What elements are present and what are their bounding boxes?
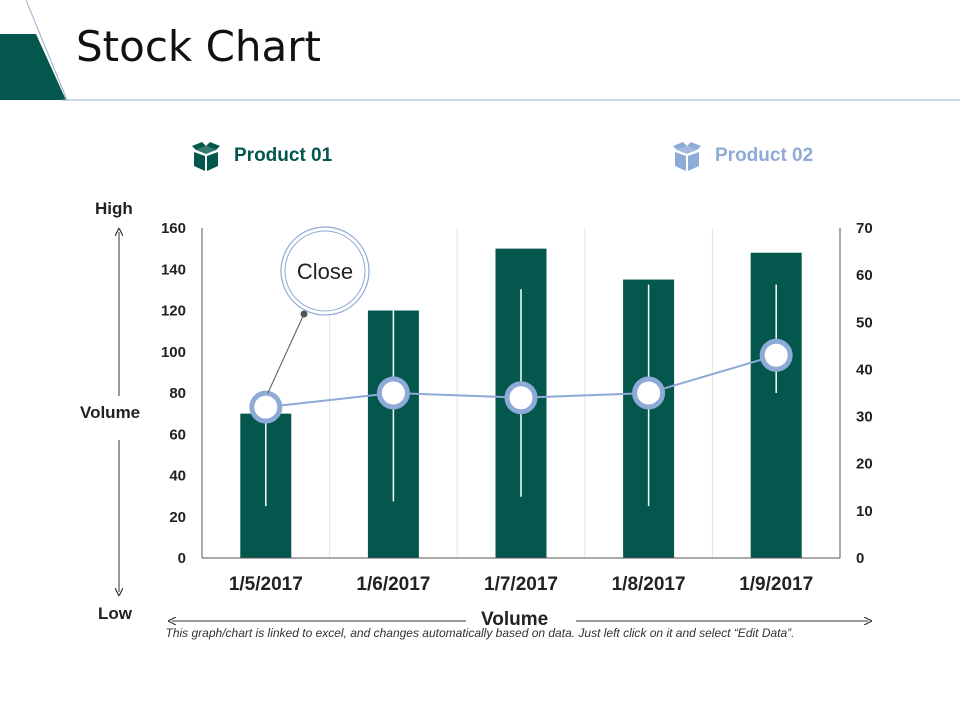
legend-product-02: Product 02	[671, 140, 813, 172]
y-right-tick-label: 20	[856, 456, 873, 473]
callout-bubble	[284, 230, 366, 312]
y-right-tick-label: 60	[856, 267, 873, 284]
close-point	[249, 390, 283, 424]
y-left-tick-label: 60	[169, 426, 186, 443]
callout-leader	[267, 313, 305, 394]
callout-label: Close	[297, 259, 353, 284]
y-right-tick-label: 10	[856, 503, 873, 520]
close-point	[504, 381, 538, 415]
header-diagonal-line	[25, 0, 68, 101]
y-left-tick-label: 80	[169, 385, 186, 402]
y-left-tick-label: 120	[161, 303, 186, 320]
left-volume-label: Volume	[80, 401, 141, 425]
y-left-tick-label: 140	[161, 261, 186, 278]
y-left-tick-label: 40	[169, 468, 186, 485]
y-left-tick-label: 100	[161, 344, 186, 361]
page-title: Stock Chart	[76, 22, 322, 71]
legend-label-product-01: Product 01	[234, 145, 333, 166]
y-right-tick-label: 30	[856, 409, 873, 426]
x-tick-label: 1/7/2017	[484, 574, 558, 595]
x-tick-label: 1/6/2017	[356, 574, 430, 595]
callout-dot	[300, 310, 308, 318]
low-label: Low	[98, 604, 132, 623]
x-tick-label: 1/8/2017	[612, 574, 686, 595]
legend-label-product-02: Product 02	[715, 145, 814, 166]
y-left-tick-label: 20	[169, 509, 186, 526]
y-right-tick-label: 40	[856, 361, 873, 378]
header-decoration	[0, 0, 960, 101]
y-right-tick-label: 70	[856, 220, 873, 237]
close-point	[759, 338, 793, 372]
box-icon	[192, 142, 220, 171]
box-icon	[673, 142, 701, 171]
x-tick-label: 1/9/2017	[739, 574, 813, 595]
legend-product-01: Product 01	[190, 140, 332, 172]
y-left-tick-label: 160	[161, 220, 186, 237]
y-right-tick-label: 0	[856, 550, 864, 567]
high-label: High	[95, 199, 133, 218]
bottom-volume-label: Volume	[481, 609, 549, 630]
y-right-tick-label: 50	[856, 314, 873, 331]
x-tick-label: 1/5/2017	[229, 574, 303, 595]
footnote: This graph/chart is linked to excel, and…	[165, 626, 795, 640]
close-point	[376, 376, 410, 410]
y-left-tick-label: 0	[178, 550, 186, 567]
header-accent-shape	[0, 34, 66, 100]
close-point	[632, 376, 666, 410]
